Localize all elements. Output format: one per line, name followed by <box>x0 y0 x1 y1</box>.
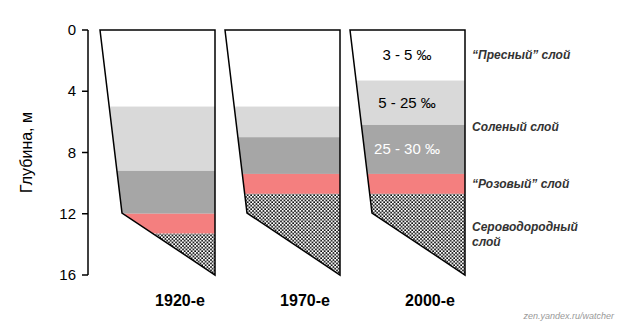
layer <box>99 107 216 171</box>
salinity-label: 3 - 5 ‰ <box>382 46 431 63</box>
layer-name: “Пресный” слой <box>472 48 571 62</box>
category-label: 2000-е <box>405 292 455 309</box>
layer <box>99 234 216 275</box>
y-axis: 0 4 8 12 16 Глубина, м <box>18 21 88 283</box>
y-tick <box>82 29 88 31</box>
basin-outline <box>350 30 465 275</box>
layer <box>349 194 466 275</box>
category-label: 1920-е <box>155 292 205 309</box>
layer-name: “Розовый” слой <box>472 177 570 191</box>
y-tick-label: 0 <box>68 21 76 38</box>
y-tick-label: 16 <box>59 266 76 283</box>
source: zen.yandex.ru/watcher <box>522 311 615 321</box>
column <box>349 30 466 275</box>
layer <box>99 30 216 107</box>
layer-name: Сероводородныйслой <box>472 220 579 249</box>
layer <box>99 171 216 214</box>
chart: 0 4 8 12 16 Глубина, м 1920-е 1970-е 3 - 5 ‰ 5 - … <box>0 0 620 325</box>
y-tick <box>82 91 88 93</box>
y-tick <box>82 213 88 215</box>
column <box>99 30 216 275</box>
layer <box>349 30 466 81</box>
layer <box>224 194 341 275</box>
layer <box>99 214 216 234</box>
layer <box>349 174 466 194</box>
layer <box>224 30 341 107</box>
y-axis-label: Глубина, м <box>18 112 35 193</box>
y-tick-label: 4 <box>68 82 76 99</box>
salinity-label: 5 - 25 ‰ <box>378 94 436 111</box>
category-label: 1970-е <box>280 292 330 309</box>
layer-name: Соленый слой <box>472 120 559 134</box>
column <box>224 30 341 275</box>
layer <box>224 174 341 194</box>
salinity-label: 25 - 30 ‰ <box>374 140 440 157</box>
y-tick <box>82 152 88 154</box>
basin-outline <box>225 30 340 275</box>
basin-outline <box>100 30 215 275</box>
layer <box>349 81 466 125</box>
y-tick-label: 8 <box>68 144 76 161</box>
y-tick-label: 12 <box>59 205 76 222</box>
y-tick <box>82 274 88 276</box>
layer <box>224 107 341 138</box>
